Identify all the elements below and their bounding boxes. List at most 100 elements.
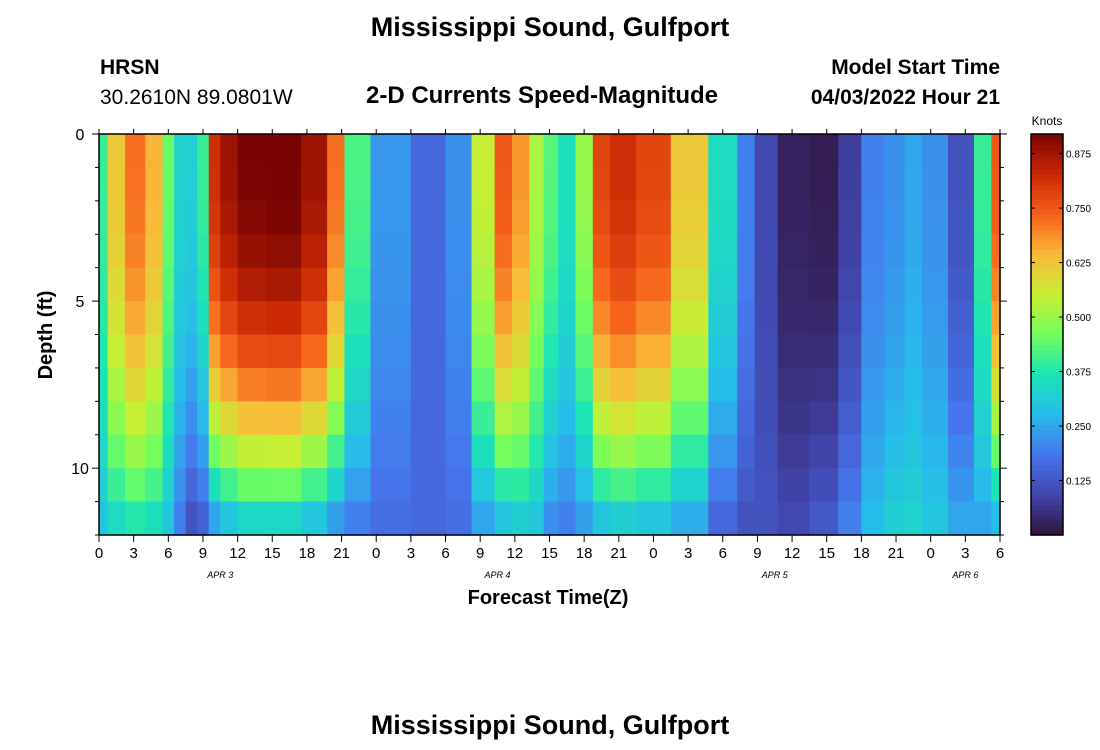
heatmap-cell (301, 401, 328, 436)
x-tick-label: 3 (684, 545, 692, 562)
heatmap-cell (575, 167, 594, 202)
colorbar-segment (1031, 359, 1063, 366)
heatmap-cell (543, 167, 559, 202)
heatmap-cell (558, 267, 577, 302)
colorbar-segment (1031, 254, 1063, 260)
heatmap-cell (511, 301, 530, 336)
heatmap-cell (410, 501, 447, 536)
heatmap-cell (737, 167, 756, 202)
heatmap-cell (124, 167, 146, 202)
heatmap-cell (208, 301, 221, 336)
heatmap-cell (174, 401, 187, 436)
heatmap-cell (575, 501, 594, 536)
heatmap-cell (99, 468, 109, 503)
heatmap-cell (301, 234, 328, 269)
x-tick-label: 0 (372, 545, 380, 562)
heatmap-cell (208, 401, 221, 436)
heatmap-cell (197, 434, 210, 469)
heatmap-cell (904, 234, 923, 269)
heatmap-cell (197, 401, 210, 436)
heatmap-cell (124, 468, 146, 503)
heatmap-cell (145, 167, 164, 202)
heatmap-cell (948, 501, 975, 536)
heatmap-cell (445, 134, 473, 169)
heatmap-cell (107, 134, 126, 169)
heatmap-cell (494, 434, 513, 469)
y-tick-label: 0 (76, 127, 85, 144)
heatmap-cell (445, 200, 473, 235)
heatmap-cell (327, 200, 346, 235)
heatmap-cell (327, 134, 346, 169)
heatmap-cell (162, 234, 175, 269)
heatmap-cell (370, 134, 412, 169)
x-tick-label: 12 (784, 545, 801, 562)
colorbar-segment (1031, 284, 1063, 290)
heatmap-cell (922, 301, 949, 336)
heatmap-cell (884, 267, 906, 302)
heatmap-cell (174, 301, 187, 336)
colorbar-segment (1031, 264, 1063, 270)
heatmap-cell (174, 200, 187, 235)
heatmap-cell (708, 200, 738, 235)
heatmap-cell (737, 200, 756, 235)
heatmap-cell (344, 200, 372, 235)
heatmap-cell (471, 334, 496, 369)
heatmap-cell (592, 267, 611, 302)
heatmap-cell (904, 401, 923, 436)
heatmap-cell (777, 501, 811, 536)
heatmap-cell (370, 501, 412, 536)
heatmap-cell (737, 267, 756, 302)
heatmap-cell (301, 334, 328, 369)
heatmap-cell (610, 134, 637, 169)
heatmap-cell (197, 367, 210, 402)
heatmap-cell (174, 501, 187, 536)
heatmap-cell (208, 367, 221, 402)
heatmap-cell (511, 234, 530, 269)
heatmap-cell (558, 167, 577, 202)
heatmap-cell (861, 134, 886, 169)
heatmap-cell (948, 234, 975, 269)
heatmap-cell (185, 234, 198, 269)
colorbar-segment (1031, 339, 1063, 346)
heatmap-cell (99, 200, 109, 235)
x-tick-label: 18 (576, 545, 593, 562)
colorbar-segment (1031, 214, 1063, 220)
heatmap-cell (592, 401, 611, 436)
colorbar-segment (1031, 444, 1063, 451)
x-tick-label: 21 (333, 545, 350, 562)
y-tick-label: 5 (76, 294, 85, 311)
heatmap-cell (838, 434, 862, 469)
heatmap-cell (922, 334, 949, 369)
heatmap-cell (107, 200, 126, 235)
heatmap-cell (543, 134, 559, 169)
x-tick-label: 6 (719, 545, 727, 562)
heatmap-cell (471, 367, 496, 402)
heatmap-cell (592, 234, 611, 269)
heatmap-cell (174, 134, 187, 169)
heatmap-cell (575, 234, 594, 269)
heatmap-cell (220, 134, 239, 169)
heatmap-cell (370, 234, 412, 269)
heatmap-cell (777, 200, 811, 235)
heatmap-cell (471, 167, 496, 202)
heatmap-cell (237, 501, 268, 536)
colorbar: 0.125 0.250 0.375 0.500 0.625 0.750 0.875 (1030, 133, 1091, 536)
heatmap-cell (99, 301, 109, 336)
heatmap-cell (636, 234, 672, 269)
heatmap-cell (922, 501, 949, 536)
heatmap-cell (575, 200, 594, 235)
heatmap-cell (107, 267, 126, 302)
colorbar-segment (1031, 354, 1063, 361)
heatmap-cell (410, 301, 447, 336)
colorbar-segment (1031, 169, 1063, 175)
heatmap-cell (809, 267, 839, 302)
heatmap-cell (197, 200, 210, 235)
heatmap-cell (838, 134, 862, 169)
heatmap-cell (99, 167, 109, 202)
heatmap-cell (948, 401, 975, 436)
heatmap-cell (471, 267, 496, 302)
heatmap-cell (99, 367, 109, 402)
heatmap-cell (636, 434, 672, 469)
colorbar-segment (1031, 164, 1063, 170)
heatmap-cell (220, 200, 239, 235)
